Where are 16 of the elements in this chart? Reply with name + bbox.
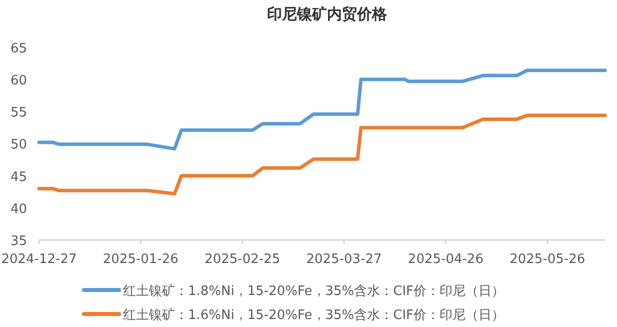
y-tick-label: 50 [10,138,27,153]
x-tick-label: 2025-04-26 [408,252,484,267]
y-tick-label: 55 [10,106,27,121]
y-tick-label: 60 [10,73,27,88]
chart-title: 印尼镍矿内贸价格 [267,5,388,23]
y-tick-label: 45 [10,170,27,185]
x-tick-label: 2025-03-27 [306,252,382,267]
y-tick-label: 40 [10,202,27,217]
y-tick-label: 65 [10,41,27,56]
y-tick-label: 35 [10,234,27,249]
x-tick-label: 2024-12-27 [1,252,77,267]
x-tick-label: 2025-05-26 [510,252,586,267]
legend-label: 红土镍矿：1.8%Ni，15-20%Fe，35%含水：CIF价：印尼（日） [123,284,505,299]
legend-label: 红土镍矿：1.6%Ni，15-20%Fe，35%含水：CIF价：印尼（日） [123,308,505,323]
x-tick-label: 2025-02-25 [204,252,280,267]
x-tick-label: 2025-01-26 [102,252,178,267]
